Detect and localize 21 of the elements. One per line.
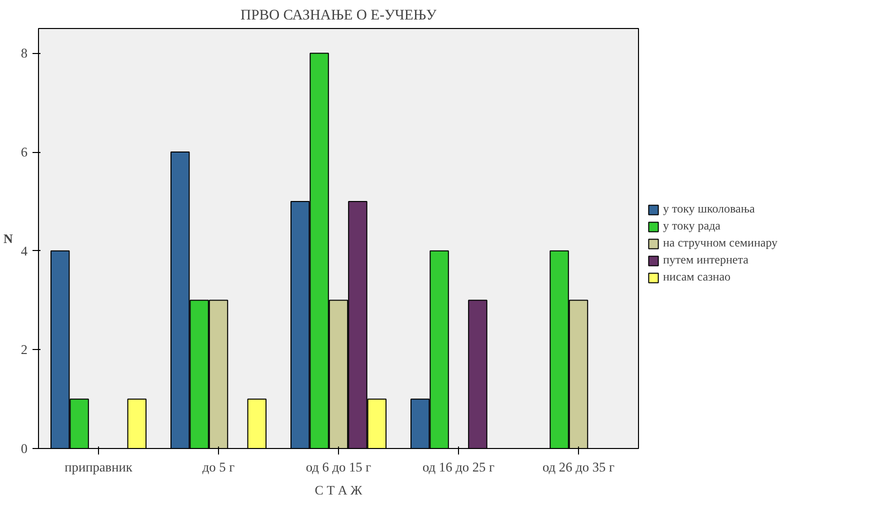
y-tick-label: 2 <box>20 342 28 358</box>
x-tick-label: од 26 до 35 г <box>542 460 616 474</box>
y-tick-label: 4 <box>20 243 28 258</box>
legend-label: нисам сазнао <box>663 270 731 284</box>
bar <box>468 300 488 448</box>
x-tick-label: до 5 г <box>202 460 236 474</box>
x-tick-label: од 6 до 15 г <box>306 460 372 474</box>
y-tick-label: 6 <box>20 144 28 160</box>
legend-label: у току школовања <box>663 202 755 216</box>
legend-label: путем интернета <box>663 252 748 268</box>
legend-label: у току рада <box>663 218 721 234</box>
y-tick-label: 8 <box>20 46 28 61</box>
y-axis-title: N <box>3 231 14 246</box>
bar <box>247 398 267 448</box>
chart-title: ПРВО САЗНАЊЕ О Е-УЧЕЊУ <box>240 8 438 24</box>
legend-label: на стручном семинару <box>663 236 778 250</box>
x-axis-title: С Т А Ж <box>314 482 363 498</box>
y-tick-label: 0 <box>20 441 28 456</box>
x-tick-label: од 16 до 25 г <box>422 460 496 474</box>
x-tick-label: приправник <box>64 460 133 474</box>
bar <box>127 398 147 448</box>
